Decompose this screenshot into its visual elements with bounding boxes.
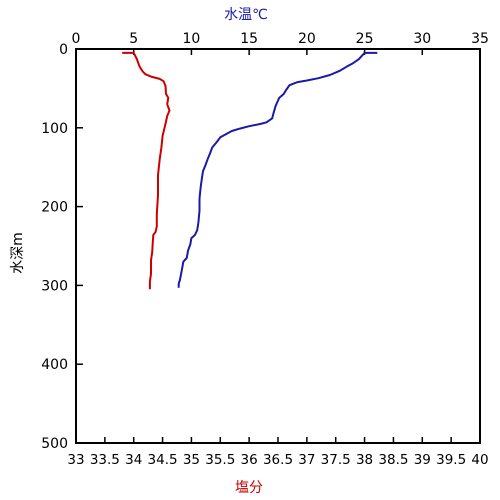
plot-border [75,48,481,444]
bottom-tick-label: 34.5 [148,452,178,468]
top-tick-label: 0 [72,31,81,47]
bottom-tick-label: 38 [356,452,373,468]
y-tick-label: 100 [41,121,68,137]
plot-frame [75,48,481,444]
top-tick-label: 5 [129,31,138,47]
bottom-tick-label: 33.5 [90,452,120,468]
y-axis-title: 水深m [10,232,26,274]
bottom-axis-ticks: 33 33.5 34 34.5 35 35.5 36 36.5 37 37.5 38 38.5 39 39… [67,437,489,468]
top-tick-label: 30 [413,31,431,47]
top-tick-label: 10 [183,31,201,47]
y-tick-label: 400 [41,357,68,373]
top-tick-label: 35 [471,31,489,47]
y-tick-label: 300 [41,278,68,294]
water-temperature-line [177,51,378,288]
bottom-tick-label: 37 [298,452,315,468]
top-tick-label: 20 [298,31,316,47]
bottom-tick-label: 36.5 [263,452,293,468]
bottom-tick-label: 40 [471,452,488,468]
bottom-tick-label: 35.5 [205,452,235,468]
bottom-tick-label: 34 [125,452,142,468]
top-axis-title: 水温℃ [224,7,268,23]
salinity-line [122,51,171,290]
top-axis-ticks: 0 5 10 15 20 25 30 35 [72,31,489,55]
y-tick-label: 0 [59,42,68,58]
bottom-tick-label: 38.5 [378,452,408,468]
bottom-axis-title: 塩分 [235,480,263,496]
top-tick-label: 25 [356,31,374,47]
bottom-tick-label: 37.5 [321,452,351,468]
y-tick-label: 200 [41,200,68,216]
bottom-tick-label: 39 [414,452,431,468]
series-layer [122,51,378,290]
y-tick-label: 500 [41,436,68,452]
bottom-tick-label: 39.5 [436,452,466,468]
top-tick-label: 15 [240,31,258,47]
bottom-tick-label: 36 [241,452,258,468]
y-axis-ticks: 0 100 200 300 400 500 [41,42,83,452]
bottom-tick-label: 33 [67,452,84,468]
bottom-tick-label: 35 [183,452,200,468]
